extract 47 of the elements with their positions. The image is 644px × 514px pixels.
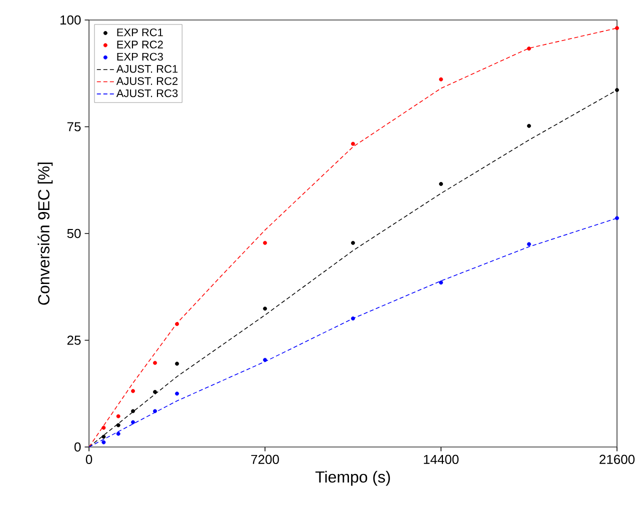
y-tick-label: 50 xyxy=(67,228,81,238)
x-tick-label: 0 xyxy=(86,454,92,464)
legend-label: AJUST. RC3 xyxy=(116,89,178,98)
legend-label: EXP RC3 xyxy=(117,52,163,61)
point xyxy=(102,440,106,444)
x-axis-title: Tiempo (s) xyxy=(315,470,390,486)
point xyxy=(116,432,120,436)
y-tick-label: 25 xyxy=(67,336,81,345)
legend-label: AJUST. RC2 xyxy=(116,77,178,85)
point xyxy=(263,306,268,311)
point xyxy=(351,316,356,320)
point xyxy=(131,409,136,414)
point xyxy=(131,420,136,424)
point xyxy=(263,240,268,245)
point xyxy=(175,392,180,396)
point xyxy=(527,46,532,51)
point xyxy=(527,124,532,128)
point xyxy=(153,409,158,414)
y-tick-label: 75 xyxy=(67,122,81,132)
point xyxy=(153,360,158,365)
point xyxy=(102,426,106,430)
point xyxy=(615,88,620,92)
point xyxy=(175,362,180,366)
point xyxy=(351,240,356,245)
y-tick-label: 0 xyxy=(74,442,81,452)
legend-label: AJUST. RC1 xyxy=(116,65,178,73)
point xyxy=(527,242,532,246)
point xyxy=(116,414,120,418)
point xyxy=(263,358,268,362)
x-tick-label: 7200 xyxy=(251,454,279,464)
x-tick-label: 21600 xyxy=(600,454,635,464)
legend-label: EXP RC1 xyxy=(117,28,163,36)
point xyxy=(351,142,356,146)
legend-label: EXP RC2 xyxy=(117,40,163,48)
point xyxy=(175,322,180,326)
y-axis-title: Conversión 9EC [%] xyxy=(38,162,53,305)
point xyxy=(153,390,158,394)
point xyxy=(439,77,444,82)
y-tick-label: 100 xyxy=(60,15,81,25)
point xyxy=(102,434,106,439)
point xyxy=(131,389,136,394)
point xyxy=(439,280,444,285)
point xyxy=(439,182,444,186)
x-tick-label: 14400 xyxy=(424,454,459,464)
point xyxy=(615,26,620,30)
point xyxy=(116,423,120,428)
point xyxy=(615,216,620,220)
